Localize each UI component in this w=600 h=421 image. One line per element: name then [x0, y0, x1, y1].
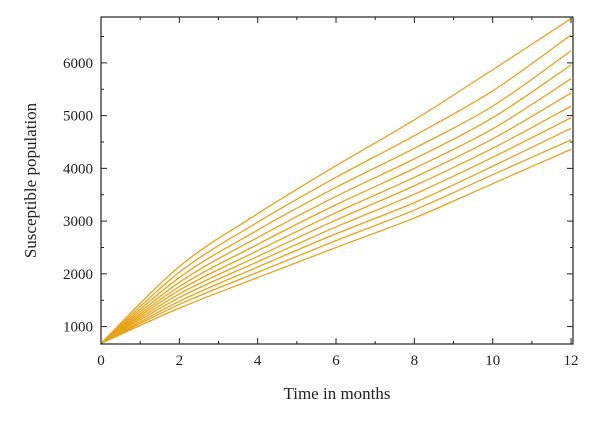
series-line-5: [100, 105, 572, 345]
x-tick-label: 8: [411, 353, 419, 369]
series-line-1: [100, 148, 572, 345]
y-tick-label: 3000: [63, 214, 93, 230]
series-line-8: [100, 64, 572, 344]
x-tick-label: 4: [254, 353, 262, 369]
series-line-2: [100, 139, 572, 345]
x-tick-label: 0: [97, 353, 105, 369]
series-line-6: [100, 92, 572, 345]
series-line-3: [100, 127, 572, 345]
y-tick-label: 2000: [63, 267, 93, 283]
x-tick-label: 10: [485, 353, 500, 369]
series-line-10: [100, 34, 572, 344]
x-tick-label: 6: [332, 353, 340, 369]
plot-frame: [100, 16, 574, 345]
series-line-4: [100, 117, 572, 345]
series-layer: [100, 18, 572, 345]
x-axis-label: Time in months: [283, 384, 390, 403]
series-line-7: [100, 78, 572, 344]
ticks-layer: 0 2 4 6 8 10 12 1000 2000 3000 4000 5000 6000: [63, 17, 579, 369]
series-line-11: [100, 18, 572, 344]
x-tick-label: 12: [564, 353, 579, 369]
y-axis-label: Susceptible population: [21, 102, 40, 258]
y-tick-label: 1000: [63, 320, 93, 336]
series-line-9: [100, 50, 572, 344]
y-tick-label: 6000: [63, 56, 93, 72]
x-tick-label: 2: [176, 353, 184, 369]
y-tick-label: 5000: [63, 109, 93, 125]
y-tick-label: 4000: [63, 161, 93, 177]
